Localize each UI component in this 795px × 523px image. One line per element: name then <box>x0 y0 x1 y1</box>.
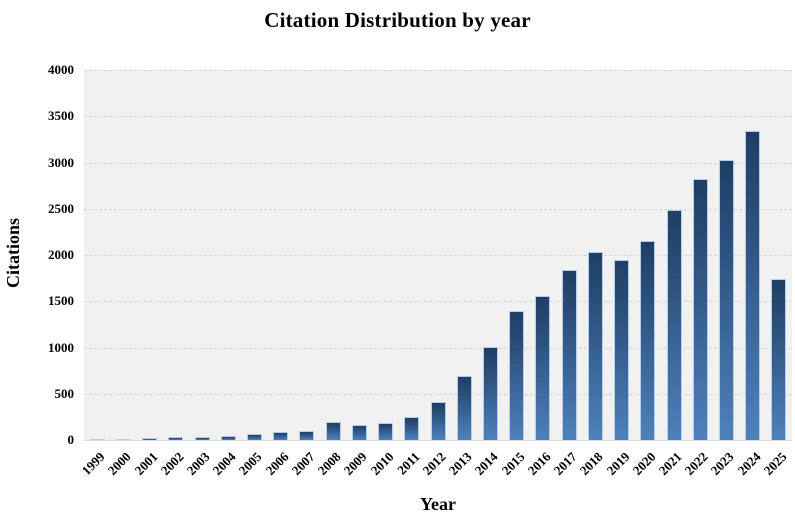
bar-2007 <box>299 431 315 440</box>
bar-2020 <box>640 241 656 440</box>
y-tick-label-3000: 3000 <box>48 154 74 170</box>
bar-2013 <box>456 376 472 440</box>
bar-2001 <box>142 438 158 440</box>
y-tick-label-4000: 4000 <box>48 62 74 77</box>
x-axis-title: Year <box>420 494 456 514</box>
bar-2008 <box>325 422 341 440</box>
bar-2012 <box>430 401 446 440</box>
bar-2011 <box>404 416 420 440</box>
y-tick-label-1500: 1500 <box>48 293 74 309</box>
gridline-2500 <box>84 208 792 210</box>
y-tick-label-0: 0 <box>67 432 75 447</box>
y-tick-label-3500: 3500 <box>48 108 74 124</box>
bar-2024 <box>745 131 761 440</box>
gridline-1500 <box>84 301 792 303</box>
chart-title: Citation Distribution by year <box>264 8 531 32</box>
bar-2021 <box>666 209 682 440</box>
gridline-1000 <box>84 347 792 349</box>
bar-2010 <box>378 423 394 440</box>
gridline-4000 <box>84 70 792 71</box>
bar-2005 <box>246 433 262 440</box>
y-tick-label-500: 500 <box>54 385 75 401</box>
plot-area <box>84 70 792 441</box>
y-tick-label-2500: 2500 <box>48 200 74 216</box>
bar-2015 <box>509 311 525 440</box>
bar-2019 <box>614 260 630 440</box>
bar-2014 <box>482 347 498 440</box>
bar-2022 <box>692 179 708 440</box>
y-tick-label-2000: 2000 <box>48 247 74 262</box>
bar-2006 <box>273 431 289 440</box>
bar-2025 <box>771 278 787 440</box>
bar-2023 <box>718 160 734 440</box>
bar-2017 <box>561 270 577 440</box>
gridline-500 <box>84 393 792 395</box>
bar-2002 <box>168 436 184 440</box>
gridline-3000 <box>84 162 792 164</box>
bar-2018 <box>587 251 603 440</box>
bar-2009 <box>351 425 367 440</box>
bar-1999 <box>89 438 105 440</box>
bar-2004 <box>220 435 236 440</box>
gridline-3500 <box>84 116 792 118</box>
bar-2000 <box>115 439 131 440</box>
gridline-2000 <box>84 255 792 256</box>
y-tick-label-1000: 1000 <box>48 339 74 355</box>
bar-2003 <box>194 437 210 440</box>
bar-2016 <box>535 295 551 440</box>
